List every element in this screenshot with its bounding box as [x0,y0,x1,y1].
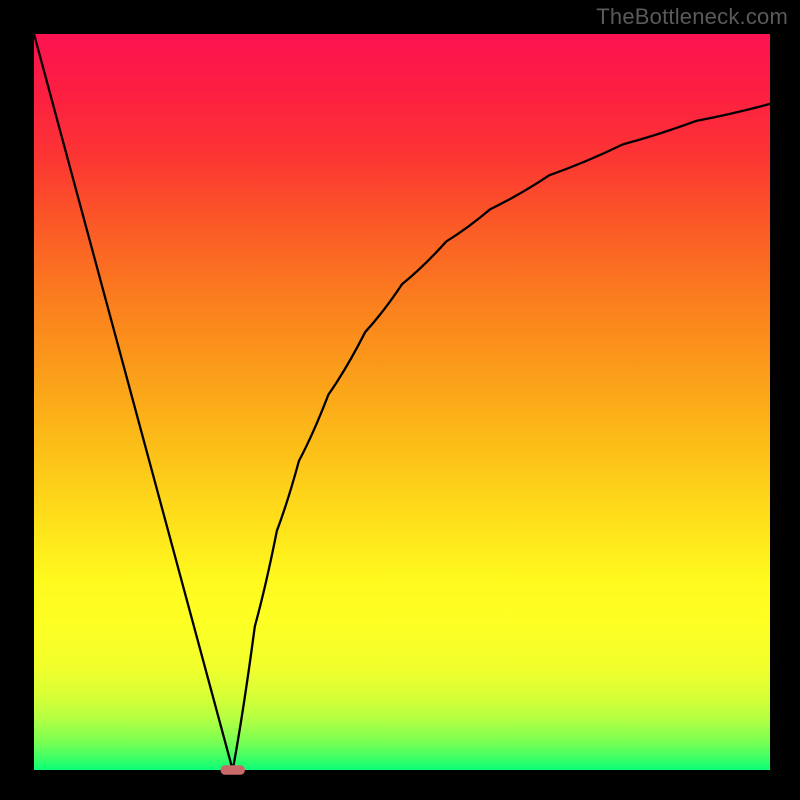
chart-stage: TheBottleneck.com [0,0,800,800]
plot-area [32,32,768,768]
gradient-background [34,34,770,770]
chart-svg [34,34,770,770]
minimum-marker [221,765,245,775]
watermark-label: TheBottleneck.com [596,4,788,30]
